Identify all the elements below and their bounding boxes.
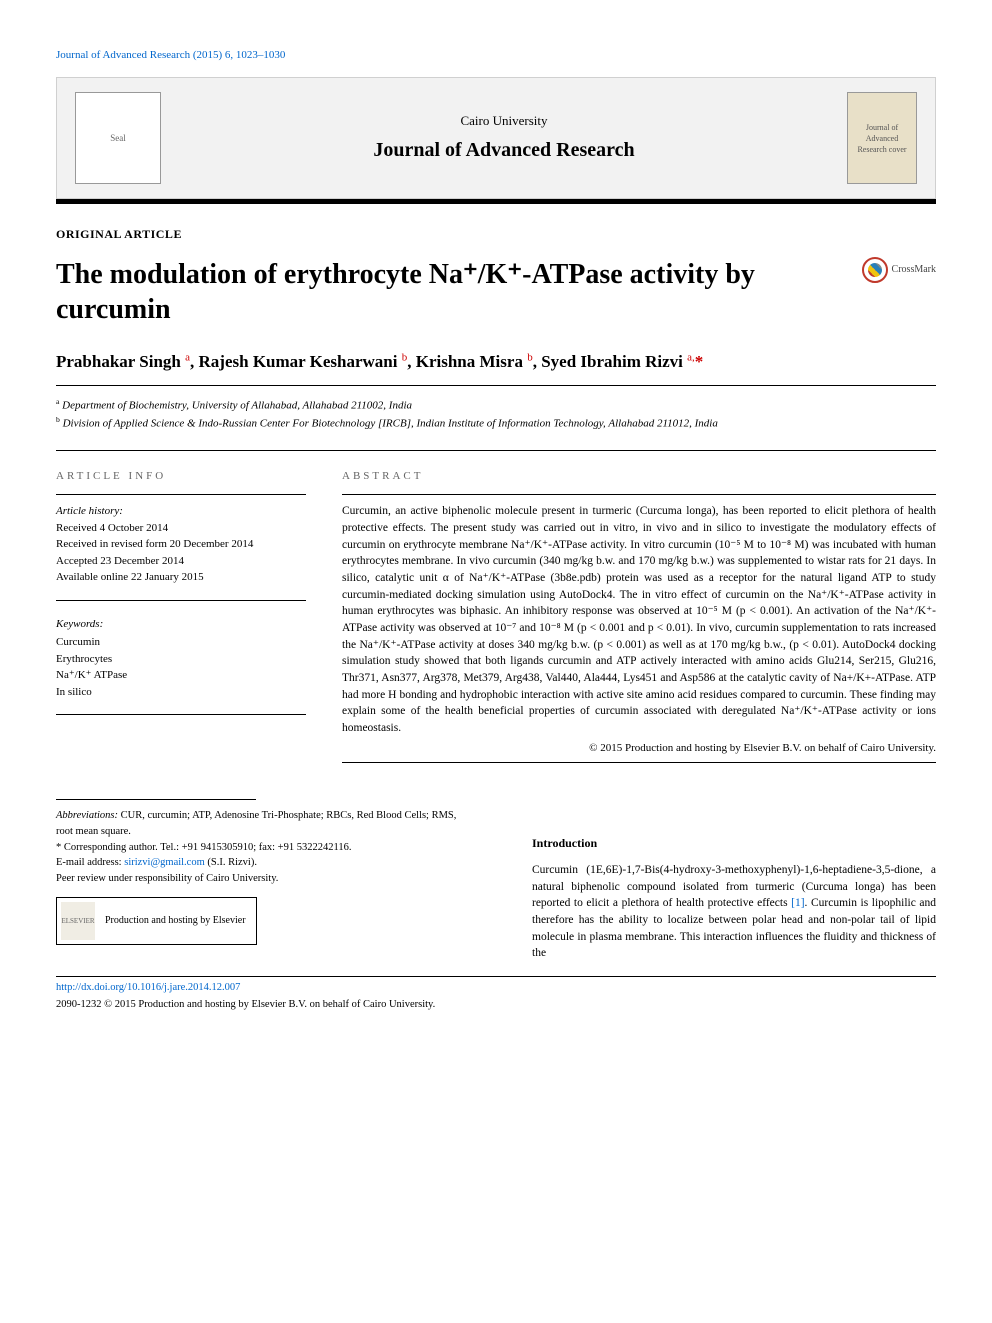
- keywords-list: CurcuminErythrocytesNa⁺/K⁺ ATPaseIn sili…: [56, 634, 306, 700]
- affiliations: a Department of Biochemistry, University…: [56, 396, 936, 432]
- article-type: ORIGINAL ARTICLE: [56, 226, 936, 243]
- peer-review-note: Peer review under responsibility of Cair…: [56, 871, 466, 887]
- journal-cover-thumbnail: Journal of Advanced Research cover: [847, 92, 917, 184]
- email-link[interactable]: sirizvi@gmail.com: [124, 857, 205, 868]
- university-name: Cairo University: [161, 112, 847, 130]
- info-rule-bot: [56, 714, 306, 715]
- footnotes-rule: [56, 799, 256, 800]
- masthead-rule: [56, 199, 936, 204]
- affil-rule: [56, 450, 936, 451]
- article-history: Article history: Received 4 October 2014…: [56, 503, 306, 586]
- footer-rule: [56, 976, 936, 977]
- footnotes: Abbreviations: CUR, curcumin; ATP, Adeno…: [56, 808, 466, 945]
- crossmark-badge[interactable]: CrossMark: [862, 257, 936, 283]
- authors-line: Prabhakar Singh a, Rajesh Kumar Kesharwa…: [56, 349, 936, 375]
- authors-rule: [56, 385, 936, 386]
- elsevier-text: Production and hosting by Elsevier: [105, 913, 246, 928]
- info-rule-top: [56, 494, 306, 495]
- running-head: Journal of Advanced Research (2015) 6, 1…: [56, 48, 936, 63]
- email-label: E-mail address:: [56, 857, 122, 868]
- crossmark-icon: [862, 257, 888, 283]
- info-rule-mid: [56, 600, 306, 601]
- elsevier-hosting-box: ELSEVIER Production and hosting by Elsev…: [56, 897, 257, 945]
- history-label: Article history:: [56, 505, 123, 517]
- keywords-label: Keywords:: [56, 617, 306, 632]
- abstract-copyright: © 2015 Production and hosting by Elsevie…: [342, 741, 936, 756]
- journal-masthead: Seal Cairo University Journal of Advance…: [56, 77, 936, 199]
- introduction-text: Curcumin (1E,6E)-1,7-Bis(4-hydroxy-3-met…: [532, 862, 936, 962]
- abstract-text: Curcumin, an active biphenolic molecule …: [342, 503, 936, 736]
- publisher-seal-icon: Seal: [75, 92, 161, 184]
- journal-name: Journal of Advanced Research: [161, 136, 847, 164]
- email-owner: (S.I. Rizvi).: [207, 857, 257, 868]
- abbrev-label: Abbreviations:: [56, 810, 118, 821]
- abstract-heading: ABSTRACT: [342, 469, 936, 484]
- corresponding-author: * Corresponding author. Tel.: +91 941530…: [56, 840, 466, 856]
- abstract-rule: [342, 494, 936, 495]
- issn-copyright: 2090-1232 © 2015 Production and hosting …: [56, 998, 936, 1013]
- elsevier-logo-icon: ELSEVIER: [61, 902, 95, 940]
- introduction-heading: Introduction: [532, 835, 936, 852]
- doi-link[interactable]: http://dx.doi.org/10.1016/j.jare.2014.12…: [56, 981, 936, 996]
- article-info-heading: ARTICLE INFO: [56, 469, 306, 484]
- crossmark-label: CrossMark: [892, 263, 936, 277]
- article-title: The modulation of erythrocyte Na⁺/K⁺-ATP…: [56, 257, 842, 327]
